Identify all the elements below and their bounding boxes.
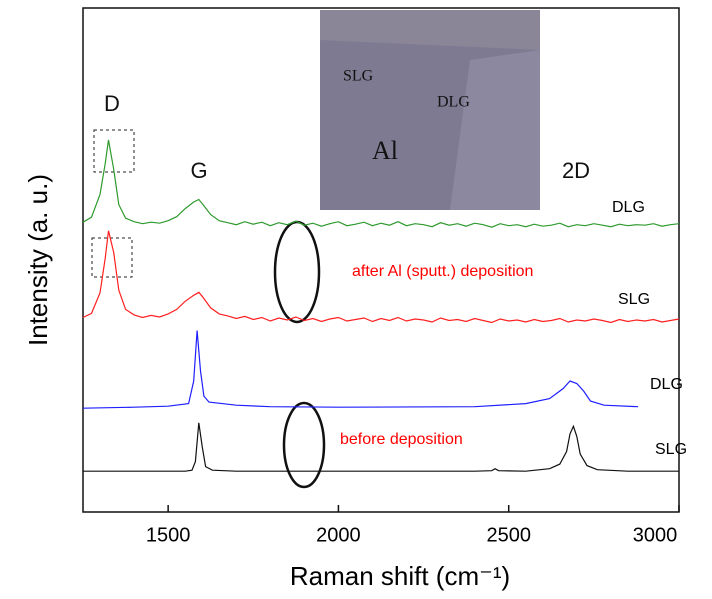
x-tick-label: 2000 — [316, 524, 361, 546]
annotation: DLG — [437, 94, 470, 111]
x-axis-label: Raman shift (cm⁻¹) — [290, 561, 510, 591]
annotation: SLG — [343, 68, 374, 85]
annotation: 2D — [562, 158, 590, 183]
annotation: Al — [372, 136, 398, 165]
series-label: SLG — [655, 441, 687, 458]
series-label: SLG — [618, 291, 650, 308]
y-axis-label: Intensity (a. u.) — [23, 174, 53, 346]
spectrum-line — [82, 230, 680, 324]
annotation: G — [190, 158, 207, 183]
highlight-ellipse — [282, 401, 326, 489]
inset-region — [450, 50, 540, 210]
series-label: DLG — [612, 199, 645, 216]
annotation: after Al (sputt.) deposition — [352, 263, 533, 280]
highlight-ellipse — [273, 220, 321, 324]
highlight-box — [93, 129, 135, 173]
annotation: D — [104, 91, 120, 116]
annotation: before deposition — [340, 431, 463, 448]
spectrum-line — [82, 330, 639, 409]
series-label: DLG — [650, 376, 683, 393]
spectrum-line — [82, 139, 680, 228]
spectrum-line — [83, 422, 679, 472]
x-tick-label: 1500 — [146, 524, 191, 546]
highlight-box — [91, 237, 133, 278]
plot-frame — [82, 7, 680, 513]
inset-region — [320, 10, 540, 50]
x-tick-label: 3000 — [633, 524, 678, 546]
x-tick-label: 2500 — [486, 524, 531, 546]
